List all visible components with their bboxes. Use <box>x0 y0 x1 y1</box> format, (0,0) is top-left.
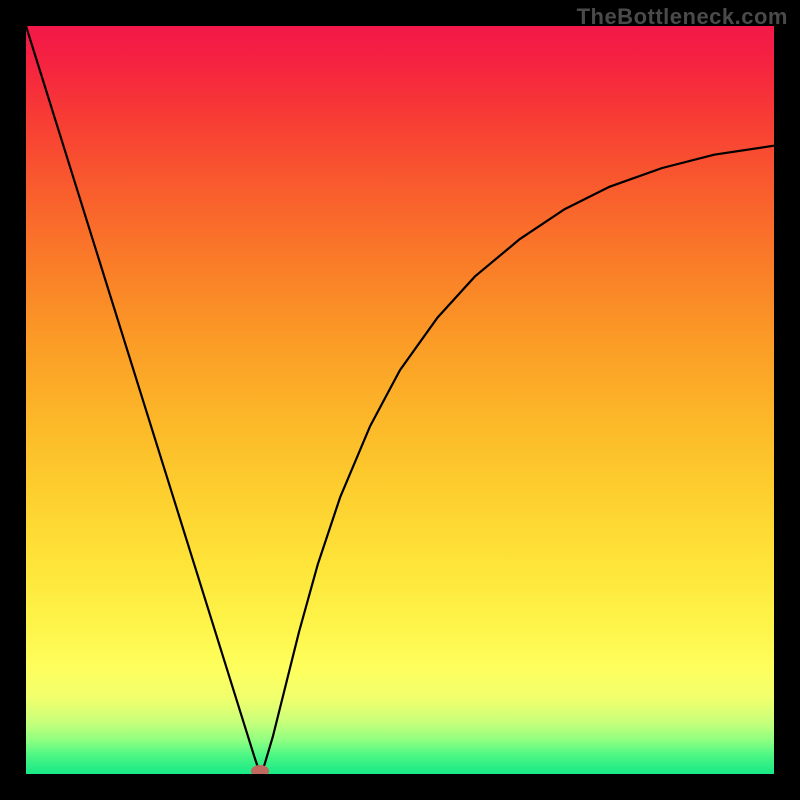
watermark-text: TheBottleneck.com <box>577 4 788 30</box>
bottleneck-curve <box>26 26 774 774</box>
minimum-marker <box>251 765 269 774</box>
plot-area <box>26 26 774 774</box>
